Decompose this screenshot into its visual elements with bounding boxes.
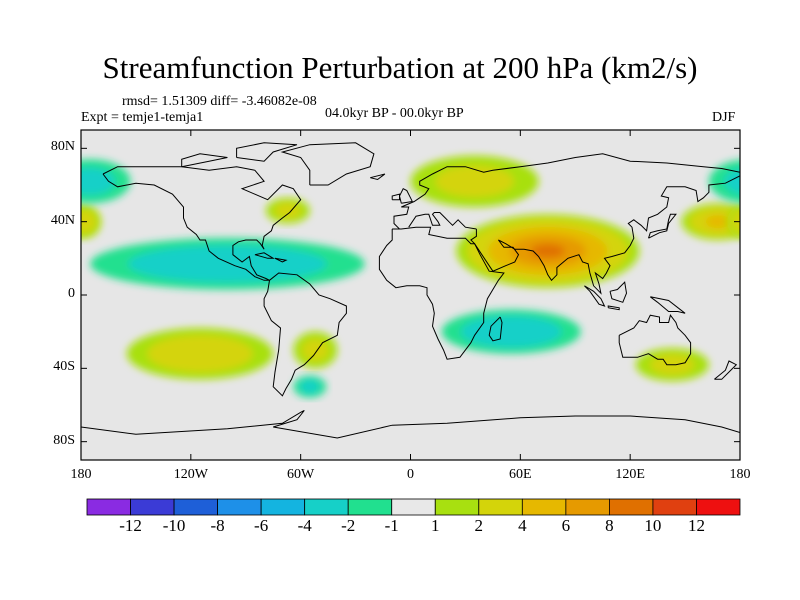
anomaly-indian-ocean-low	[441, 309, 581, 354]
anomaly-pacific-low	[90, 238, 365, 290]
contour-fill	[128, 245, 327, 283]
coastline-segment	[280, 142, 375, 186]
anomaly-south-pacific-high	[126, 328, 274, 380]
x-tick-label: 60W	[287, 467, 315, 482]
colorbar-label: 1	[431, 516, 440, 535]
x-tick-label: 0	[407, 467, 414, 482]
colorbar-label: -8	[210, 516, 225, 535]
colorbar-label: 6	[561, 516, 571, 535]
y-tick-label: 0	[68, 286, 75, 301]
coastline-segment	[584, 285, 606, 307]
period-label: 04.0kyr BP - 00.0kyr BP	[325, 106, 464, 121]
colorbar-swatch	[609, 498, 654, 516]
anomaly-south-america-high	[293, 331, 338, 369]
rmsd-label: rmsd= 1.51309 diff= -3.46082e-08	[122, 94, 317, 109]
coastline-segment	[470, 175, 740, 295]
colorbar-label: 8	[605, 516, 614, 535]
contour-fill	[81, 167, 115, 195]
y-tick-label: 40N	[50, 212, 75, 228]
contour-fill	[81, 209, 97, 234]
coastline-segment	[392, 153, 740, 230]
contour-fill	[460, 315, 562, 348]
colorbar-label: -6	[254, 516, 269, 535]
colorbar-swatch	[565, 498, 610, 516]
coastline-segment	[714, 360, 738, 380]
y-tick-label: 80S	[53, 432, 75, 448]
streamfunction-field	[81, 155, 740, 398]
anomaly-gulf-high	[265, 197, 310, 224]
y-tick-label: 40S	[53, 359, 75, 375]
coastline-segment	[408, 212, 477, 230]
experiment-label: Expt = temje1-temja1	[81, 110, 204, 125]
contour-fill	[299, 379, 320, 394]
coastline-segment	[648, 213, 677, 239]
coastlines	[81, 142, 740, 439]
coastline-segment	[488, 316, 503, 342]
plot-title: Streamfunction Perturbation at 200 hPa (…	[102, 50, 698, 85]
colorbar-swatch	[521, 498, 567, 516]
coastline-segment	[263, 272, 347, 397]
colorbar-label: -4	[297, 516, 312, 535]
colorbar-swatch	[652, 498, 697, 516]
colorbar-swatch	[130, 498, 175, 516]
anomaly-europe-high	[410, 155, 539, 207]
x-tick-label: 180	[729, 467, 751, 482]
coastline-segment	[81, 410, 740, 439]
coastline-segment	[181, 153, 228, 168]
contour-fill	[274, 202, 302, 219]
season-label: DJF	[712, 110, 736, 125]
coastline-segment	[391, 193, 400, 201]
colorbar-swatch	[260, 498, 306, 516]
coastline-segment	[274, 257, 288, 263]
coastline-segment	[254, 252, 275, 259]
colorbar-swatch	[696, 498, 741, 516]
coastline-segment	[618, 314, 692, 366]
contour-fill	[724, 168, 740, 194]
x-tick-label: 120W	[173, 467, 208, 482]
colorbar-label: -2	[341, 516, 356, 535]
colorbar-swatch	[217, 498, 262, 516]
colorbar-label: -12	[119, 516, 142, 535]
contour-fill	[147, 335, 253, 373]
colorbar-swatch	[86, 498, 131, 516]
colorbar-label: 10	[644, 516, 662, 535]
coastline-segment	[609, 281, 628, 303]
coastline-segment	[236, 142, 298, 162]
contour-fill	[530, 244, 565, 258]
coastline-segment	[649, 296, 686, 314]
colorbar-label: -10	[162, 516, 186, 535]
colorbar-swatch	[434, 498, 480, 516]
colorbar-swatch	[478, 498, 523, 516]
coastline-segment	[607, 305, 620, 311]
x-tick-label: 60E	[509, 467, 532, 482]
colorbar-label: 4	[518, 516, 527, 535]
y-tick-label: 80N	[50, 139, 75, 155]
axis-ticks	[80, 130, 741, 460]
anomaly-asia-high	[456, 214, 640, 288]
coastline-segment	[378, 226, 505, 360]
colorbar-swatch	[173, 498, 218, 516]
contour-fill	[435, 165, 514, 198]
x-tick-label: 180	[70, 467, 92, 482]
contour-fill	[301, 338, 329, 362]
x-tick-label: 120E	[615, 467, 645, 482]
coastline-segment	[102, 166, 302, 281]
anomaly-south-atlantic-low	[293, 375, 327, 398]
colorbar-label: 12	[687, 516, 705, 535]
colorbar-swatch	[391, 498, 436, 516]
colorbar-swatch	[347, 498, 393, 516]
contour-fill	[708, 159, 740, 203]
colorbar	[86, 498, 741, 516]
colorbar-label: 2	[474, 516, 484, 535]
map-background	[81, 130, 740, 460]
contour-fill	[705, 215, 731, 229]
colorbar-swatch	[304, 498, 349, 516]
coastline-segment	[370, 173, 386, 181]
colorbar-label: -1	[384, 516, 399, 535]
